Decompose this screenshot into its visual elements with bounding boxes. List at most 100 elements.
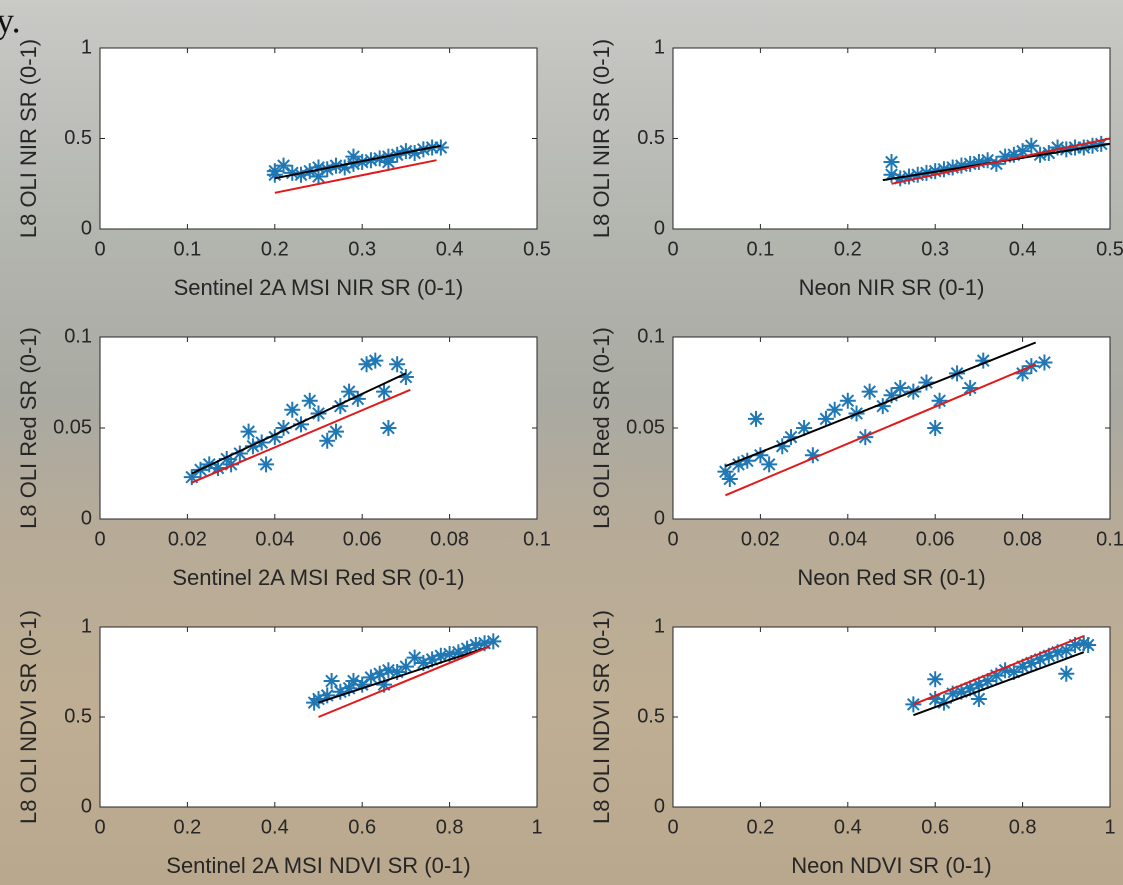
y-tick-label: 0 — [654, 217, 665, 239]
scatter-point — [1036, 354, 1053, 371]
axes-frame — [672, 47, 1111, 230]
scatter-point — [380, 420, 397, 436]
x-tick-label: 0 — [667, 238, 678, 260]
scatter-point — [935, 161, 952, 178]
scatter-point — [931, 392, 948, 409]
scatter-point — [748, 410, 765, 427]
scatter-point — [354, 676, 371, 693]
scatter-point — [1058, 665, 1075, 682]
x-tick-label: 1 — [531, 816, 542, 838]
scatter-point — [988, 667, 1005, 684]
x-tick-label: 0.06 — [343, 528, 382, 550]
y-tick-label: 0.05 — [53, 416, 92, 438]
x-tick-label: 0.4 — [261, 816, 289, 838]
scatter-point — [962, 680, 979, 697]
scatter-point — [244, 438, 261, 455]
x-tick-label: 0.06 — [916, 528, 955, 550]
scatter-point — [935, 694, 952, 711]
scatter-point — [761, 456, 778, 473]
scatter-point — [1049, 644, 1066, 661]
scatter-point — [997, 662, 1014, 679]
y-tick-label: 0.5 — [637, 705, 665, 727]
axes-frame — [99, 626, 538, 808]
scatter-point — [874, 398, 891, 415]
caption-fragment: y. — [0, 0, 21, 40]
scatter-point — [1005, 146, 1022, 163]
scatter-point — [944, 685, 961, 702]
scatter-point — [341, 383, 358, 400]
scatter-point — [739, 452, 756, 469]
y-axis-label: L8 OLI Red SR (0-1) — [589, 327, 614, 529]
scatter-point — [397, 658, 414, 675]
fit-line — [891, 137, 1111, 185]
x-axis-label: Neon NDVI SR (0-1) — [791, 853, 992, 878]
scatter-point — [774, 438, 791, 455]
x-tick-label: 0.4 — [834, 816, 862, 838]
axes-frame — [99, 336, 538, 520]
axes-frame — [672, 336, 1111, 520]
scatter-point — [266, 429, 283, 446]
scatter-point — [892, 379, 909, 396]
scatter-point — [397, 143, 414, 160]
x-tick-label: 0.5 — [1096, 238, 1123, 260]
scatter-point — [717, 463, 734, 480]
scatter-point — [962, 379, 979, 396]
y-tick-label: 0 — [654, 507, 665, 529]
fit-line — [725, 341, 1037, 468]
x-tick-label: 0.2 — [746, 816, 774, 838]
x-tick-label: 0.1 — [523, 528, 551, 550]
fit-line — [274, 144, 442, 180]
scatter-point — [1067, 637, 1084, 653]
scatter-point — [883, 387, 900, 404]
scatter-point — [927, 420, 944, 436]
y-tick-label: 0 — [81, 795, 92, 817]
scatter-point — [782, 429, 799, 446]
x-axis-label: Sentinel 2A MSI Red SR (0-1) — [172, 565, 464, 590]
scatter-point — [376, 676, 393, 693]
y-tick-label: 0 — [654, 795, 665, 817]
scatter-point — [358, 356, 375, 373]
scatter-point — [1049, 139, 1066, 156]
y-tick-label: 0.1 — [637, 325, 665, 347]
scatter-point — [1014, 365, 1031, 382]
scatter-point — [721, 470, 738, 487]
y-axis-label: L8 OLI NDVI SR (0-1) — [16, 610, 41, 824]
x-tick-label: 0.8 — [1009, 816, 1037, 838]
scatter-point — [979, 152, 996, 169]
scatter-point — [323, 673, 340, 689]
scatter-point — [371, 665, 388, 682]
x-tick-label: 0.4 — [1009, 238, 1037, 260]
y-axis-label: L8 OLI NIR SR (0-1) — [589, 39, 614, 238]
scatter-point — [332, 683, 349, 700]
scatter-point — [376, 383, 393, 400]
scatter-point — [341, 680, 358, 697]
scatter-point — [953, 683, 970, 700]
scatter-point — [476, 635, 493, 652]
scatter-point — [817, 410, 834, 427]
scatter-point — [1014, 658, 1031, 675]
fit-line — [913, 635, 1085, 706]
scatter-point — [826, 401, 843, 418]
scatter-point — [953, 157, 970, 174]
x-tick-label: 0.2 — [173, 816, 201, 838]
scatter-point — [970, 154, 987, 171]
y-tick-label: 0 — [81, 217, 92, 239]
scatter-point — [319, 161, 336, 178]
scatter-point — [223, 456, 240, 473]
x-tick-label: 0.1 — [1096, 528, 1123, 550]
scatter-point — [209, 460, 226, 477]
scatter-point — [1014, 143, 1031, 160]
scatter-point — [905, 696, 922, 713]
scatter-point — [883, 166, 900, 183]
scatter-point — [301, 392, 318, 409]
x-tick-label: 0.1 — [173, 238, 201, 260]
scatter-point — [275, 420, 292, 436]
scatter-point — [1032, 651, 1049, 668]
scatter-point — [839, 392, 856, 409]
x-tick-label: 0.08 — [1003, 528, 1042, 550]
x-axis-label: Sentinel 2A MSI NIR SR (0-1) — [174, 275, 464, 300]
scatter-point — [349, 390, 366, 407]
x-tick-label: 1 — [1104, 816, 1115, 838]
